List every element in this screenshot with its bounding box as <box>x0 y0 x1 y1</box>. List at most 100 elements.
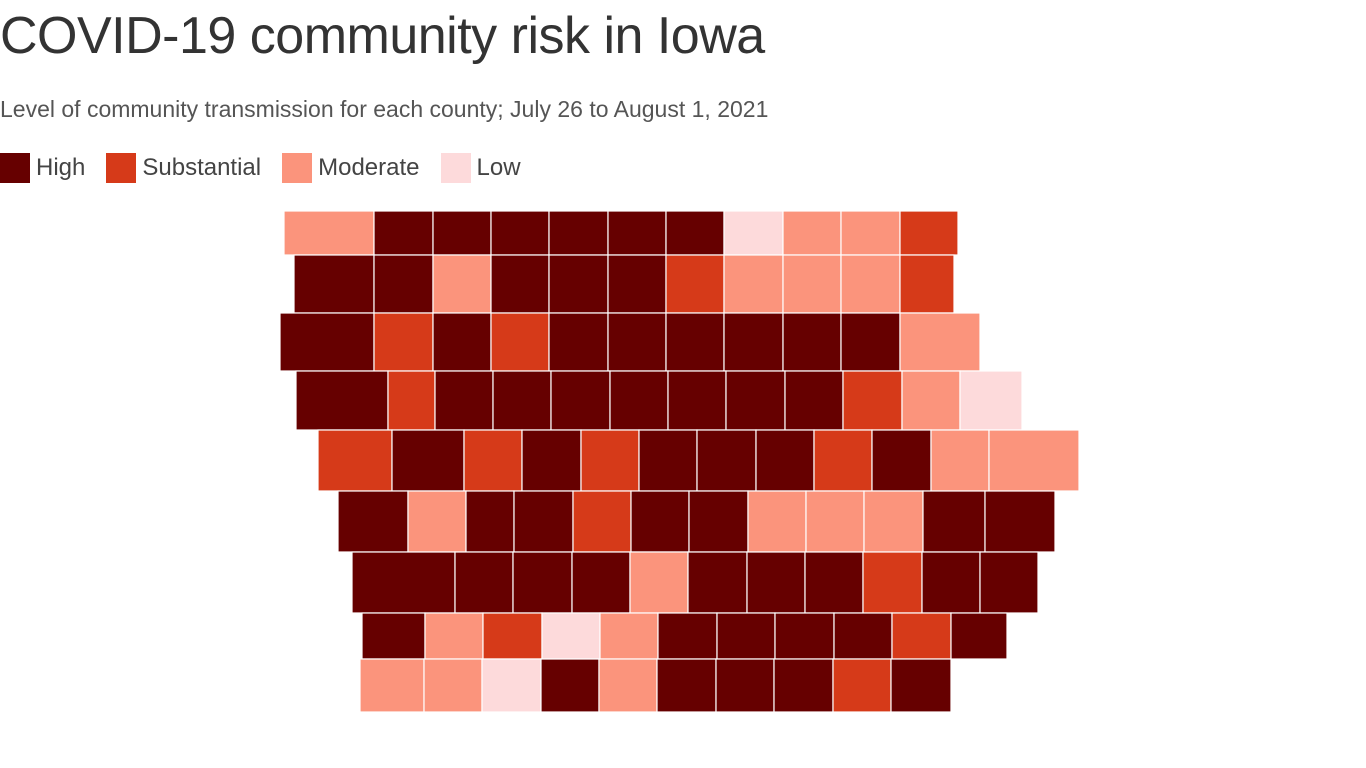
county-r1-c6-substantial <box>665 254 725 314</box>
county-r3-c10-moderate <box>901 370 961 431</box>
county-r3-c4-high <box>550 370 611 431</box>
county-r6-c3-high <box>571 551 631 614</box>
county-r8-c9-high <box>890 658 952 713</box>
county-r2-c8-high <box>782 312 842 372</box>
map-subtitle: Level of community transmission for each… <box>0 96 769 122</box>
county-r3-c7-high <box>725 370 786 431</box>
county-r4-c0-substantial <box>317 429 393 492</box>
county-r4-c11-moderate <box>988 429 1080 492</box>
county-r0-c3-high <box>490 210 550 256</box>
county-r6-c8-substantial <box>862 551 923 614</box>
legend-label-low: Low <box>476 154 521 181</box>
county-r7-c1-moderate <box>424 612 484 660</box>
county-r3-c8-high <box>784 370 844 431</box>
county-r2-c7-high <box>723 312 784 372</box>
county-r2-c0-high <box>279 312 375 372</box>
county-r1-c4-high <box>548 254 609 314</box>
county-r6-c1-high <box>454 551 514 614</box>
county-r5-c4-substantial <box>572 490 632 553</box>
county-r2-c1-substantial <box>373 312 434 372</box>
county-r3-c2-high <box>434 370 494 431</box>
county-r8-c8-substantial <box>832 658 892 713</box>
county-r3-c3-high <box>492 370 552 431</box>
county-r8-c3-high <box>540 658 600 713</box>
county-r4-c8-substantial <box>813 429 873 492</box>
county-r2-c6-high <box>665 312 725 372</box>
county-r0-c0-moderate <box>283 210 375 256</box>
county-r6-c10-high <box>979 551 1039 614</box>
county-r0-c10-substantial <box>899 210 959 256</box>
county-r8-c5-high <box>656 658 717 713</box>
county-r4-c3-high <box>521 429 582 492</box>
legend-item-substantial: Substantial <box>106 153 261 183</box>
county-r2-c9-high <box>840 312 901 372</box>
county-r8-c4-moderate <box>598 658 658 713</box>
county-r5-c8-moderate <box>805 490 865 553</box>
county-r6-c9-high <box>921 551 981 614</box>
county-r3-c5-high <box>609 370 669 431</box>
county-r0-c4-high <box>548 210 609 256</box>
county-r5-c2-high <box>465 490 515 553</box>
legend-swatch-low <box>440 153 471 183</box>
county-r0-c5-high <box>607 210 667 256</box>
county-r0-c6-high <box>665 210 725 256</box>
county-layer <box>279 210 1080 713</box>
county-r1-c8-moderate <box>782 254 842 314</box>
county-r1-c0-high <box>293 254 375 314</box>
legend-swatch-moderate <box>282 153 313 183</box>
county-r1-c7-moderate <box>723 254 784 314</box>
county-r2-c2-high <box>432 312 492 372</box>
county-r4-c4-substantial <box>580 429 640 492</box>
county-r2-c10-moderate <box>899 312 981 372</box>
county-r4-c2-substantial <box>463 429 523 492</box>
county-r6-c6-high <box>746 551 806 614</box>
legend: High Substantial Moderate Low <box>0 153 542 183</box>
county-r6-c4-moderate <box>629 551 689 614</box>
county-r4-c5-high <box>638 429 698 492</box>
county-r1-c9-moderate <box>840 254 901 314</box>
county-r8-c0-moderate <box>359 658 425 713</box>
county-r0-c1-high <box>373 210 434 256</box>
county-r0-c2-high <box>432 210 492 256</box>
county-r0-c7-low <box>723 210 784 256</box>
county-r6-c5-high <box>687 551 748 614</box>
legend-item-moderate: Moderate <box>282 153 420 183</box>
map-title: COVID-19 community risk in Iowa <box>0 7 765 65</box>
county-r4-c9-high <box>871 429 932 492</box>
county-r4-c10-moderate <box>930 429 990 492</box>
county-r8-c7-high <box>773 658 834 713</box>
county-r7-c6-high <box>716 612 776 660</box>
legend-swatch-substantial <box>106 153 137 183</box>
county-r5-c9-moderate <box>863 490 924 553</box>
county-r1-c1-high <box>373 254 434 314</box>
county-r2-c4-high <box>548 312 609 372</box>
county-r3-c9-substantial <box>842 370 903 431</box>
county-r8-c6-high <box>715 658 775 713</box>
county-r5-c1-moderate <box>407 490 467 553</box>
county-r5-c6-high <box>688 490 749 553</box>
county-r7-c9-substantial <box>891 612 952 660</box>
county-r0-c8-moderate <box>782 210 842 256</box>
county-r7-c2-substantial <box>482 612 543 660</box>
county-r4-c6-high <box>696 429 757 492</box>
county-r2-c3-substantial <box>490 312 550 372</box>
legend-swatch-high <box>0 153 30 183</box>
county-r7-c3-low <box>541 612 601 660</box>
county-r7-c10-high <box>950 612 1008 660</box>
county-r5-c7-moderate <box>747 490 807 553</box>
county-r1-c3-high <box>490 254 550 314</box>
county-r3-c11-low <box>959 370 1023 431</box>
county-r2-c5-high <box>607 312 667 372</box>
county-r0-c9-moderate <box>840 210 901 256</box>
county-r5-c3-high <box>513 490 574 553</box>
county-r5-c10-high <box>922 490 986 553</box>
county-r6-c7-high <box>804 551 864 614</box>
county-r3-c0-high <box>295 370 389 431</box>
county-r6-c2-high <box>512 551 573 614</box>
county-r4-c7-high <box>755 429 815 492</box>
legend-label-substantial: Substantial <box>142 154 262 181</box>
county-r3-c6-high <box>667 370 727 431</box>
legend-item-low: Low <box>440 153 521 183</box>
county-r7-c8-high <box>833 612 893 660</box>
county-r1-c2-moderate <box>432 254 492 314</box>
